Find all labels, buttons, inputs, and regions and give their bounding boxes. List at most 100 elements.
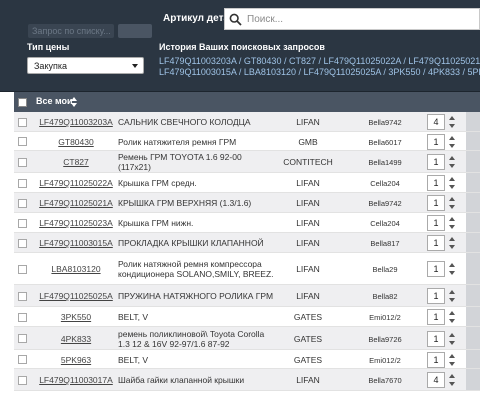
quantity-input[interactable]: 1 [427, 215, 445, 231]
row-checkbox[interactable] [18, 179, 27, 188]
history-link[interactable]: 4PK833 [427, 67, 460, 77]
chevron-up-icon[interactable] [449, 217, 455, 221]
stock-code: Emi012/2 [369, 356, 401, 365]
chevron-down-icon[interactable] [449, 144, 455, 148]
search-icon[interactable] [229, 13, 242, 26]
part-number-link[interactable]: 5PK963 [60, 355, 92, 365]
search-box[interactable] [224, 8, 480, 30]
row-checkbox[interactable] [18, 158, 27, 167]
chevron-down-icon[interactable] [449, 298, 455, 302]
part-number-link[interactable]: LBA8103120 [51, 264, 101, 274]
chevron-down-icon[interactable] [449, 341, 455, 345]
row-checkbox[interactable] [18, 219, 27, 228]
chevron-up-icon[interactable] [449, 290, 455, 294]
sort-icon[interactable] [71, 97, 77, 107]
part-number-link[interactable]: 3PK550 [60, 312, 92, 322]
history-link[interactable]: LF479Q11025021A [408, 56, 480, 66]
part-number-link[interactable]: LF479Q11003017A [39, 375, 113, 385]
chevron-down-icon[interactable] [449, 185, 455, 189]
chevron-up-icon[interactable] [449, 237, 455, 241]
chevron-down-icon[interactable] [449, 362, 455, 366]
row-checkbox[interactable] [18, 355, 27, 364]
history-link[interactable]: 3PK550 [388, 67, 421, 77]
quantity-input[interactable]: 1 [427, 195, 445, 211]
history-link[interactable]: GT80430 [243, 56, 282, 66]
chevron-up-icon[interactable] [449, 116, 455, 120]
quantity-input[interactable]: 1 [427, 331, 445, 347]
part-number-link[interactable]: CT827 [63, 157, 89, 167]
chevron-down-icon[interactable] [449, 319, 455, 323]
row-checkbox[interactable] [18, 265, 27, 274]
quantity-stepper[interactable] [448, 331, 457, 347]
quantity-input[interactable]: 1 [427, 352, 445, 368]
quantity-input[interactable]: 1 [427, 261, 445, 277]
row-checkbox[interactable] [18, 292, 27, 301]
part-number-link[interactable]: LF479Q11025025A [39, 291, 113, 301]
part-number-link[interactable]: LF479Q11025022A [39, 178, 113, 188]
quantity-stepper[interactable] [448, 261, 457, 277]
row-checkbox[interactable] [18, 239, 27, 248]
row-checkbox[interactable] [18, 376, 27, 385]
quantity-input[interactable]: 1 [427, 175, 445, 191]
chevron-down-icon[interactable] [449, 124, 455, 128]
history-link[interactable]: LF479Q11025022A [323, 56, 401, 66]
history-link[interactable]: CT827 [288, 56, 316, 66]
chevron-up-icon[interactable] [449, 333, 455, 337]
part-description: ПРОКЛАДКА КРЫШКИ КЛАПАННОЙ [118, 238, 264, 248]
chevron-down-icon[interactable] [449, 382, 455, 386]
chevron-down-icon[interactable] [449, 205, 455, 209]
quantity-input[interactable]: 1 [427, 309, 445, 325]
table-row: LF479Q11003015A ПРОКЛАДКА КРЫШКИ КЛАПАННО… [14, 233, 480, 253]
search-input[interactable] [247, 11, 477, 28]
row-checkbox[interactable] [18, 334, 27, 343]
history-link[interactable]: 5PK963 [467, 67, 480, 77]
history-link[interactable]: LF479Q11003015A [159, 67, 237, 77]
brand: CONTITECH [283, 157, 333, 167]
quantity-input[interactable]: 4 [427, 372, 445, 388]
history-link[interactable]: LF479Q11025025A [303, 67, 381, 77]
chevron-up-icon[interactable] [449, 354, 455, 358]
history-link[interactable]: LBA8103120 [243, 67, 296, 77]
quantity-input[interactable]: 1 [427, 288, 445, 304]
chevron-up-icon[interactable] [449, 156, 455, 160]
chevron-down-icon[interactable] [449, 225, 455, 229]
part-number-link[interactable]: 4PK833 [60, 334, 92, 344]
part-number-link[interactable]: LF479Q11003203A [39, 117, 113, 127]
quantity-input[interactable]: 4 [427, 114, 445, 130]
part-number-link[interactable]: LF479Q11025023A [39, 218, 113, 228]
quantity-stepper[interactable] [448, 372, 457, 388]
chevron-down-icon[interactable] [449, 271, 455, 275]
chevron-up-icon[interactable] [449, 263, 455, 267]
quantity-input[interactable]: 1 [427, 134, 445, 150]
chevron-up-icon[interactable] [449, 136, 455, 140]
chevron-up-icon[interactable] [449, 311, 455, 315]
chevron-up-icon[interactable] [449, 374, 455, 378]
row-checkbox[interactable] [18, 313, 27, 322]
part-number-link[interactable]: LF479Q11003015A [39, 238, 113, 248]
quantity-stepper[interactable] [448, 175, 457, 191]
chevron-down-icon[interactable] [449, 164, 455, 168]
history-link[interactable]: LF479Q11003203A [159, 56, 237, 66]
quantity-stepper[interactable] [448, 215, 457, 231]
quantity-stepper[interactable] [448, 309, 457, 325]
quantity-input[interactable]: 1 [427, 235, 445, 251]
row-checkbox[interactable] [18, 118, 27, 127]
chevron-down-icon[interactable] [449, 245, 455, 249]
row-checkbox[interactable] [18, 199, 27, 208]
quantity-stepper[interactable] [448, 352, 457, 368]
quantity-stepper[interactable] [448, 195, 457, 211]
part-description: BELT, V [118, 312, 149, 322]
chevron-up-icon[interactable] [449, 197, 455, 201]
select-all-checkbox[interactable] [18, 98, 27, 107]
quantity-stepper[interactable] [448, 114, 457, 130]
row-checkbox[interactable] [18, 137, 27, 146]
price-type-select[interactable]: Закупка [27, 57, 144, 74]
chevron-up-icon[interactable] [449, 177, 455, 181]
quantity-input[interactable]: 1 [427, 154, 445, 170]
quantity-stepper[interactable] [448, 235, 457, 251]
quantity-stepper[interactable] [448, 134, 457, 150]
part-number-link[interactable]: GT80430 [58, 137, 94, 147]
quantity-stepper[interactable] [448, 288, 457, 304]
part-number-link[interactable]: LF479Q11025021A [39, 198, 113, 208]
quantity-stepper[interactable] [448, 154, 457, 170]
